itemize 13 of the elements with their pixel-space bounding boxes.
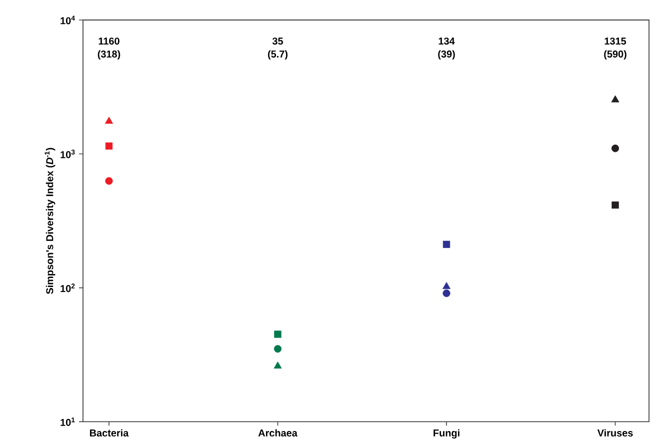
x-tick-label: Archaea [258, 429, 298, 437]
y-tick-label: 10$^{2}$ [60, 284, 75, 292]
y-tick-label: 10$^{3}$ [60, 150, 75, 158]
y-tick-label: 10$^{1}$ [60, 417, 75, 426]
annotation: 1315 (590) [604, 38, 626, 60]
y-axis-title: Simpson's Diversity Index (D$^{-1}$) [44, 148, 56, 294]
annotation: 35 (5.7) [268, 38, 288, 60]
x-tick-label: Fungi [434, 429, 460, 439]
x-tick-label: Bacteria [90, 429, 129, 437]
y-tick-label: 10$^{4}$ [60, 16, 75, 24]
annotation: 1160 (318) [98, 38, 120, 60]
x-tick-label: Viruses [597, 429, 633, 437]
annotation: 134 (39) [438, 38, 455, 60]
